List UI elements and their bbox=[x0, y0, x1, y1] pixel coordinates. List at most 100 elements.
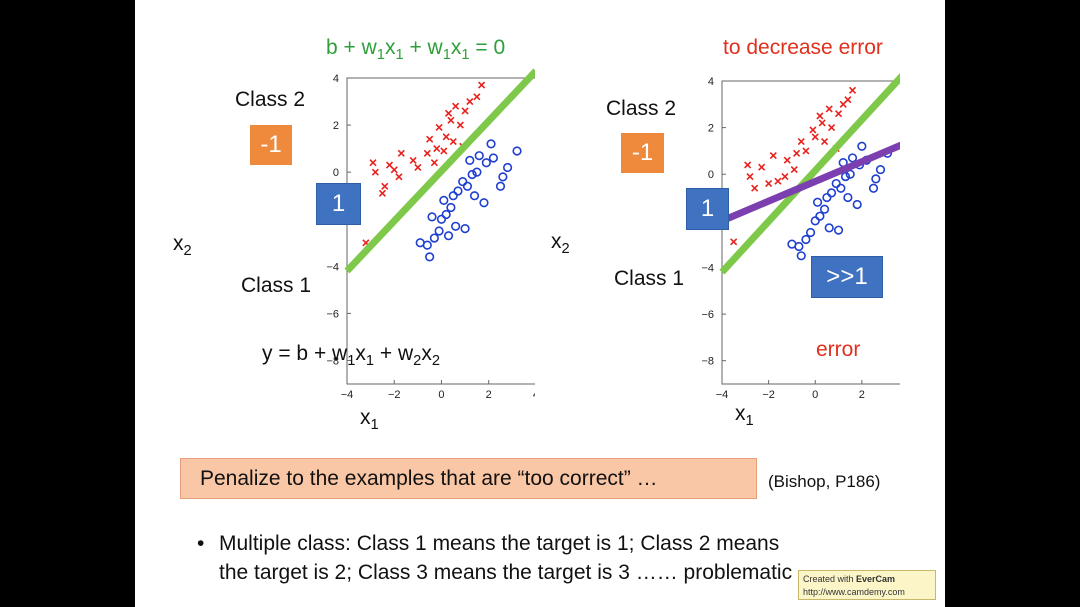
class1-point bbox=[458, 176, 468, 187]
class1-point bbox=[796, 251, 806, 261]
class2-point bbox=[452, 102, 460, 110]
class2-point bbox=[466, 97, 474, 106]
left-y-axis-label: x2 bbox=[173, 232, 192, 260]
decision-boundary-line bbox=[344, 68, 535, 274]
class2-point bbox=[809, 126, 817, 134]
class2-point bbox=[461, 107, 469, 115]
x-tick-label: 0 bbox=[438, 389, 444, 401]
class2-point bbox=[444, 109, 453, 117]
class2-point bbox=[440, 147, 448, 155]
x-tick-label: 2 bbox=[486, 389, 492, 401]
y-tick-label: 0 bbox=[708, 169, 714, 181]
y-tick-label: 2 bbox=[708, 123, 714, 135]
class1-point bbox=[857, 141, 867, 151]
class2-point bbox=[390, 166, 398, 174]
class2-point bbox=[769, 152, 777, 160]
left-x-axis-label: x1 bbox=[360, 406, 379, 434]
class2-point bbox=[802, 147, 810, 155]
class1-point bbox=[467, 169, 477, 180]
right-class1-label: Class 1 bbox=[614, 267, 685, 290]
class1-point bbox=[434, 226, 444, 236]
class2-point bbox=[790, 166, 798, 174]
citation: (Bishop, P186) bbox=[768, 472, 881, 491]
plot-frame bbox=[346, 77, 535, 385]
class1-point bbox=[488, 153, 499, 163]
class1-point bbox=[469, 191, 480, 201]
class1-point bbox=[439, 195, 449, 205]
class1-point bbox=[822, 192, 832, 203]
class1-point bbox=[448, 191, 458, 201]
class1-point bbox=[429, 233, 439, 243]
class2-point bbox=[818, 119, 826, 127]
class1-point bbox=[472, 167, 482, 177]
class2-point bbox=[409, 156, 417, 164]
class2-point bbox=[442, 133, 450, 141]
class1-point bbox=[474, 151, 484, 161]
class1-point bbox=[819, 204, 830, 214]
adjusted-boundary-line bbox=[720, 141, 900, 225]
class1-point bbox=[852, 199, 862, 210]
class1-point bbox=[451, 221, 461, 231]
slide: b + w1x1 + w1x1 = 0 to decrease error −4… bbox=[135, 0, 945, 607]
class1-point bbox=[460, 224, 470, 234]
bullet-dot: • bbox=[197, 532, 205, 555]
class2-point bbox=[746, 172, 754, 181]
class1-point bbox=[843, 192, 853, 203]
class1-point bbox=[486, 139, 496, 149]
class1-point bbox=[845, 169, 855, 179]
class1-point bbox=[443, 231, 454, 241]
plot-frame bbox=[721, 80, 900, 385]
class1-point bbox=[446, 202, 456, 213]
class2-point bbox=[473, 93, 481, 101]
class1-point bbox=[425, 252, 435, 262]
model-equation: y = b + w1x1 + w2x2 bbox=[262, 342, 441, 370]
class1-point bbox=[453, 186, 463, 196]
class1-point bbox=[436, 214, 447, 224]
x-tick-label: −4 bbox=[716, 389, 729, 401]
class1-point bbox=[868, 183, 879, 193]
class2-point bbox=[783, 156, 791, 164]
x-tick-label: 4 bbox=[533, 389, 535, 401]
y-tick-label: −8 bbox=[326, 355, 339, 367]
class1-point bbox=[840, 171, 851, 182]
left-class2-label: Class 2 bbox=[235, 88, 306, 111]
class1-point bbox=[481, 158, 491, 168]
class1-point bbox=[815, 211, 825, 221]
class2-point bbox=[395, 173, 403, 181]
class2-point bbox=[426, 135, 434, 143]
y-tick-label: −8 bbox=[701, 356, 714, 368]
watermark-url: http://www.camdemy.com bbox=[803, 587, 905, 597]
class1-point bbox=[812, 197, 823, 207]
class2-point bbox=[781, 172, 789, 181]
x-tick-label: −2 bbox=[762, 389, 775, 401]
class2-point bbox=[449, 137, 457, 146]
x-tick-label: 0 bbox=[812, 389, 818, 401]
class2-point bbox=[811, 133, 819, 141]
y-tick-label: −6 bbox=[326, 308, 339, 320]
x-tick-label: −2 bbox=[388, 389, 401, 401]
bullet-point: • Multiple class: Class 1 means the targe… bbox=[197, 529, 792, 587]
left-class1-label: Class 1 bbox=[241, 274, 312, 297]
class1-point bbox=[462, 181, 473, 191]
class1-point bbox=[826, 188, 837, 198]
class1-point bbox=[498, 172, 508, 182]
class2-point bbox=[758, 163, 766, 171]
class2-point bbox=[751, 184, 759, 192]
class2-point bbox=[430, 159, 438, 167]
y-tick-label: −6 bbox=[701, 309, 714, 321]
right-negative-target-box: -1 bbox=[621, 133, 664, 173]
decision-boundary-line bbox=[719, 72, 900, 275]
class2-point bbox=[381, 182, 389, 190]
watermark-line-1: Created with EverCam bbox=[803, 574, 896, 584]
class1-point bbox=[824, 223, 834, 233]
class1-point bbox=[502, 162, 513, 173]
class2-point bbox=[774, 177, 782, 185]
class1-point bbox=[833, 225, 844, 235]
class2-point bbox=[793, 149, 801, 157]
class2-point bbox=[820, 138, 829, 146]
class2-point bbox=[825, 105, 833, 113]
class2-point bbox=[848, 86, 857, 94]
class2-point bbox=[730, 238, 738, 246]
right-positive-target-box: 1 bbox=[686, 188, 729, 230]
left-scatter-chart: −4−202468420−2−4−6−8 bbox=[326, 68, 535, 401]
